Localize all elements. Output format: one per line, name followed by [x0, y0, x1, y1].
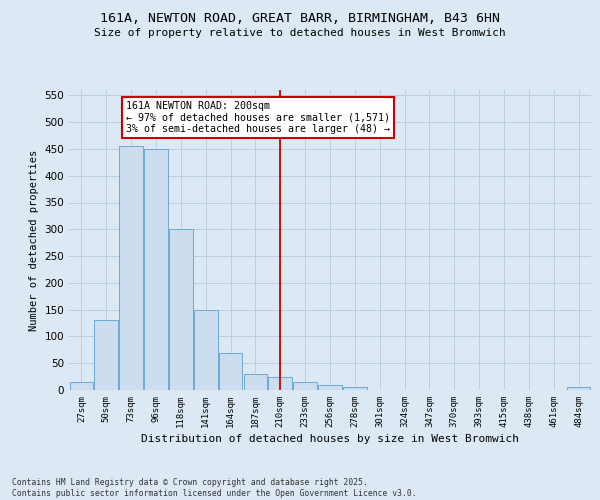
Bar: [70, 382, 93, 390]
Bar: [219, 352, 242, 390]
X-axis label: Distribution of detached houses by size in West Bromwich: Distribution of detached houses by size …: [141, 434, 519, 444]
Bar: [343, 388, 367, 390]
Bar: [119, 146, 143, 390]
Y-axis label: Number of detached properties: Number of detached properties: [29, 150, 39, 330]
Bar: [567, 388, 590, 390]
Text: 161A NEWTON ROAD: 200sqm
← 97% of detached houses are smaller (1,571)
3% of semi: 161A NEWTON ROAD: 200sqm ← 97% of detach…: [126, 100, 390, 134]
Bar: [94, 320, 118, 390]
Bar: [293, 382, 317, 390]
Bar: [244, 374, 267, 390]
Bar: [144, 149, 168, 390]
Text: 161A, NEWTON ROAD, GREAT BARR, BIRMINGHAM, B43 6HN: 161A, NEWTON ROAD, GREAT BARR, BIRMINGHA…: [100, 12, 500, 26]
Bar: [194, 310, 218, 390]
Bar: [268, 376, 292, 390]
Bar: [318, 384, 342, 390]
Text: Size of property relative to detached houses in West Bromwich: Size of property relative to detached ho…: [94, 28, 506, 38]
Bar: [169, 230, 193, 390]
Text: Contains HM Land Registry data © Crown copyright and database right 2025.
Contai: Contains HM Land Registry data © Crown c…: [12, 478, 416, 498]
